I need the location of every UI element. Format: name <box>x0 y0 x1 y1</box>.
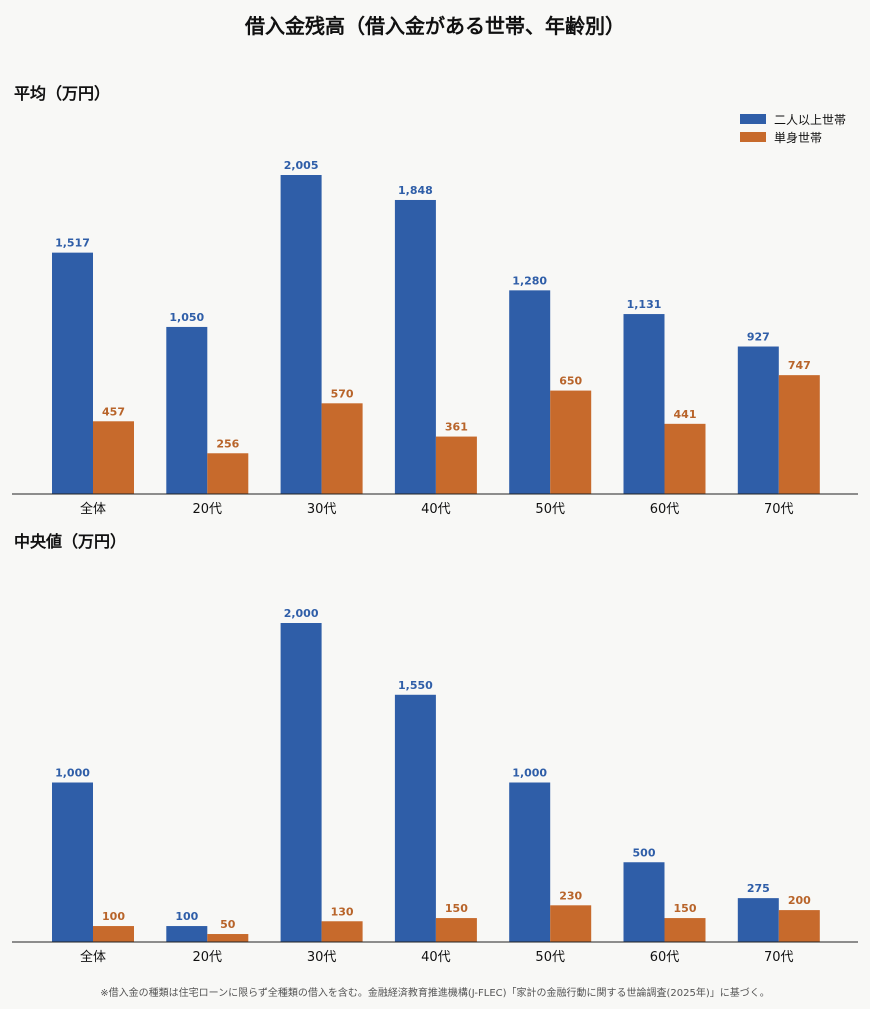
average-bar-chart: 1,517 457 全体 1,050 256 20代 2,005 570 30代 1,848 361… <box>12 159 858 517</box>
data-label-single-4: 230 <box>559 889 582 902</box>
bar-single-6 <box>778 910 820 942</box>
data-label-multi-0: 1,517 <box>55 237 90 250</box>
bar-multi-3 <box>394 199 436 494</box>
bar-single-5 <box>664 918 706 942</box>
data-label-multi-2: 2,000 <box>284 607 319 620</box>
legend-swatch-series1 <box>740 114 766 124</box>
bar-single-3 <box>435 918 477 942</box>
data-label-single-6: 747 <box>788 359 811 372</box>
x-tick-label-0: 全体 <box>80 949 106 965</box>
bar-single-3 <box>435 436 477 494</box>
legend-label-series1: 二人以上世帯 <box>774 112 847 127</box>
data-label-single-0: 100 <box>102 910 125 923</box>
bar-single-1 <box>207 934 249 942</box>
x-tick-label-0: 全体 <box>80 501 106 517</box>
bar-multi-1 <box>166 926 208 942</box>
chart-title-average: 平均（万円） <box>14 84 111 103</box>
legend-swatch-series2 <box>740 132 766 142</box>
bar-single-0 <box>93 926 134 942</box>
x-tick-label-2: 30代 <box>307 950 337 965</box>
bar-multi-5 <box>623 862 665 942</box>
x-tick-label-1: 20代 <box>193 502 223 517</box>
data-label-single-0: 457 <box>102 405 125 418</box>
data-label-multi-1: 100 <box>175 910 198 923</box>
data-label-multi-3: 1,550 <box>398 679 433 692</box>
bar-multi-4 <box>509 290 551 494</box>
x-tick-label-1: 20代 <box>193 950 223 965</box>
data-label-single-5: 441 <box>674 408 697 421</box>
bar-multi-1 <box>166 326 208 494</box>
bar-single-0 <box>93 421 134 494</box>
legend-label-series2: 単身世帯 <box>774 130 823 145</box>
page-title: 借入金残高（借入金がある世帯、年齢別） <box>245 14 625 38</box>
bar-multi-6 <box>737 346 779 494</box>
legend-item-series1: 二人以上世帯 <box>740 110 846 128</box>
legend-item-series2: 単身世帯 <box>740 128 846 146</box>
data-label-multi-6: 275 <box>747 882 770 895</box>
data-label-multi-1: 1,050 <box>169 311 204 324</box>
bar-multi-6 <box>737 898 779 942</box>
bar-multi-3 <box>394 694 436 942</box>
bar-multi-0 <box>52 782 93 942</box>
bar-single-4 <box>550 390 592 494</box>
bar-single-5 <box>664 423 706 494</box>
x-tick-label-4: 50代 <box>535 950 565 965</box>
median-bar-chart: 1,000 100 全体 100 50 20代 2,000 130 30代 1,550 150 40代… <box>12 607 858 965</box>
data-label-single-1: 256 <box>216 437 239 450</box>
data-label-multi-3: 1,848 <box>398 184 433 197</box>
data-label-multi-2: 2,005 <box>284 159 319 172</box>
data-label-multi-0: 1,000 <box>55 767 90 780</box>
x-tick-label-2: 30代 <box>307 502 337 517</box>
bar-multi-2 <box>280 623 322 942</box>
data-label-single-2: 570 <box>331 387 354 400</box>
bar-multi-0 <box>52 252 93 494</box>
bar-multi-2 <box>280 175 322 494</box>
x-tick-label-4: 50代 <box>535 502 565 517</box>
data-label-single-3: 361 <box>445 421 468 434</box>
footnote: ※借入金の種類は住宅ローンに限らず全種類の借入を含む。金融経済教育推進機構(J-… <box>100 988 770 999</box>
x-tick-label-6: 70代 <box>764 950 794 965</box>
data-label-multi-4: 1,280 <box>512 274 547 287</box>
chart-title-median: 中央値（万円） <box>14 532 127 551</box>
data-label-multi-5: 500 <box>633 846 656 859</box>
bar-single-1 <box>207 453 249 494</box>
data-label-single-4: 650 <box>559 375 582 388</box>
bar-single-6 <box>778 375 820 494</box>
x-tick-label-3: 40代 <box>421 950 451 965</box>
data-label-multi-5: 1,131 <box>627 298 662 311</box>
bar-single-4 <box>550 905 592 942</box>
bar-multi-5 <box>623 314 665 494</box>
x-tick-label-6: 70代 <box>764 502 794 517</box>
data-label-single-5: 150 <box>674 902 697 915</box>
bar-multi-4 <box>509 782 551 942</box>
x-tick-label-5: 60代 <box>650 950 680 965</box>
bar-single-2 <box>321 403 363 494</box>
data-label-single-6: 200 <box>788 894 811 907</box>
legend: 二人以上世帯 単身世帯 <box>740 110 846 146</box>
data-label-multi-6: 927 <box>747 331 770 344</box>
bar-single-2 <box>321 921 363 942</box>
data-label-single-3: 150 <box>445 902 468 915</box>
data-label-single-2: 130 <box>331 905 354 918</box>
data-label-multi-4: 1,000 <box>512 767 547 780</box>
x-tick-label-5: 60代 <box>650 502 680 517</box>
x-tick-label-3: 40代 <box>421 502 451 517</box>
data-label-single-1: 50 <box>220 918 236 931</box>
